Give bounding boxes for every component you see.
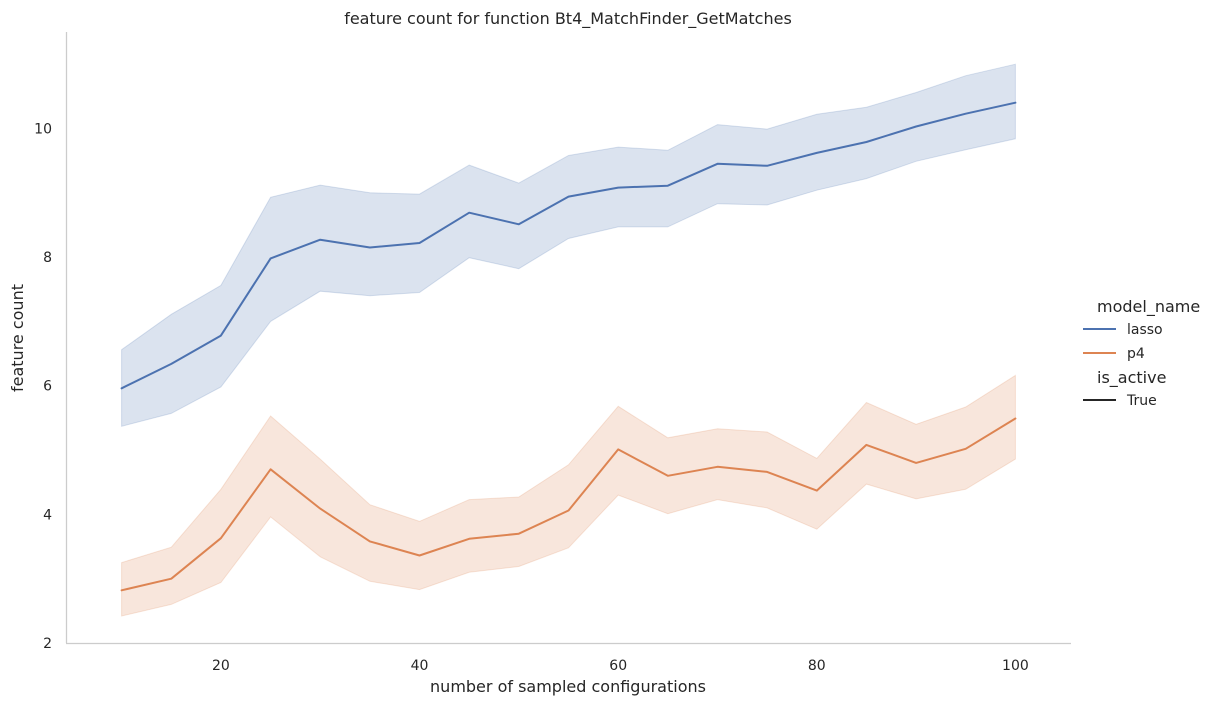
x-tick-label: 20 [212,658,230,674]
x-tick-labels: 20 40 60 80 100 [212,658,1029,674]
ci-band-p4 [121,374,1016,617]
y-axis-title: feature count [8,284,27,392]
legend-style-title: is_active [1097,368,1166,388]
series-line-lasso [120,101,1017,390]
legend-label-true: True [1126,393,1157,409]
x-tick-label: 40 [411,658,429,674]
x-tick-label: 100 [1002,658,1029,674]
y-tick-label: 10 [34,122,52,138]
y-tick-label: 8 [43,250,52,266]
confidence-bands [121,63,1016,617]
y-tick-label: 6 [43,379,52,395]
y-tick-labels: 2 4 6 8 10 [34,122,52,653]
legend-label-lasso: lasso [1127,322,1163,338]
ci-band-lasso [121,63,1016,427]
series-lines [120,101,1017,592]
legend-label-p4: p4 [1127,346,1145,362]
chart-title: feature count for function Bt4_MatchFind… [344,9,792,29]
x-tick-label: 60 [609,658,627,674]
y-tick-label: 2 [43,636,52,652]
series-line-p4 [120,417,1017,592]
y-tick-label: 4 [43,507,52,523]
legend: model_name lasso p4 is_active True [1083,297,1200,409]
x-tick-label: 80 [808,658,826,674]
x-axis-title: number of sampled configurations [430,677,706,696]
legend-hue-title: model_name [1097,297,1200,317]
